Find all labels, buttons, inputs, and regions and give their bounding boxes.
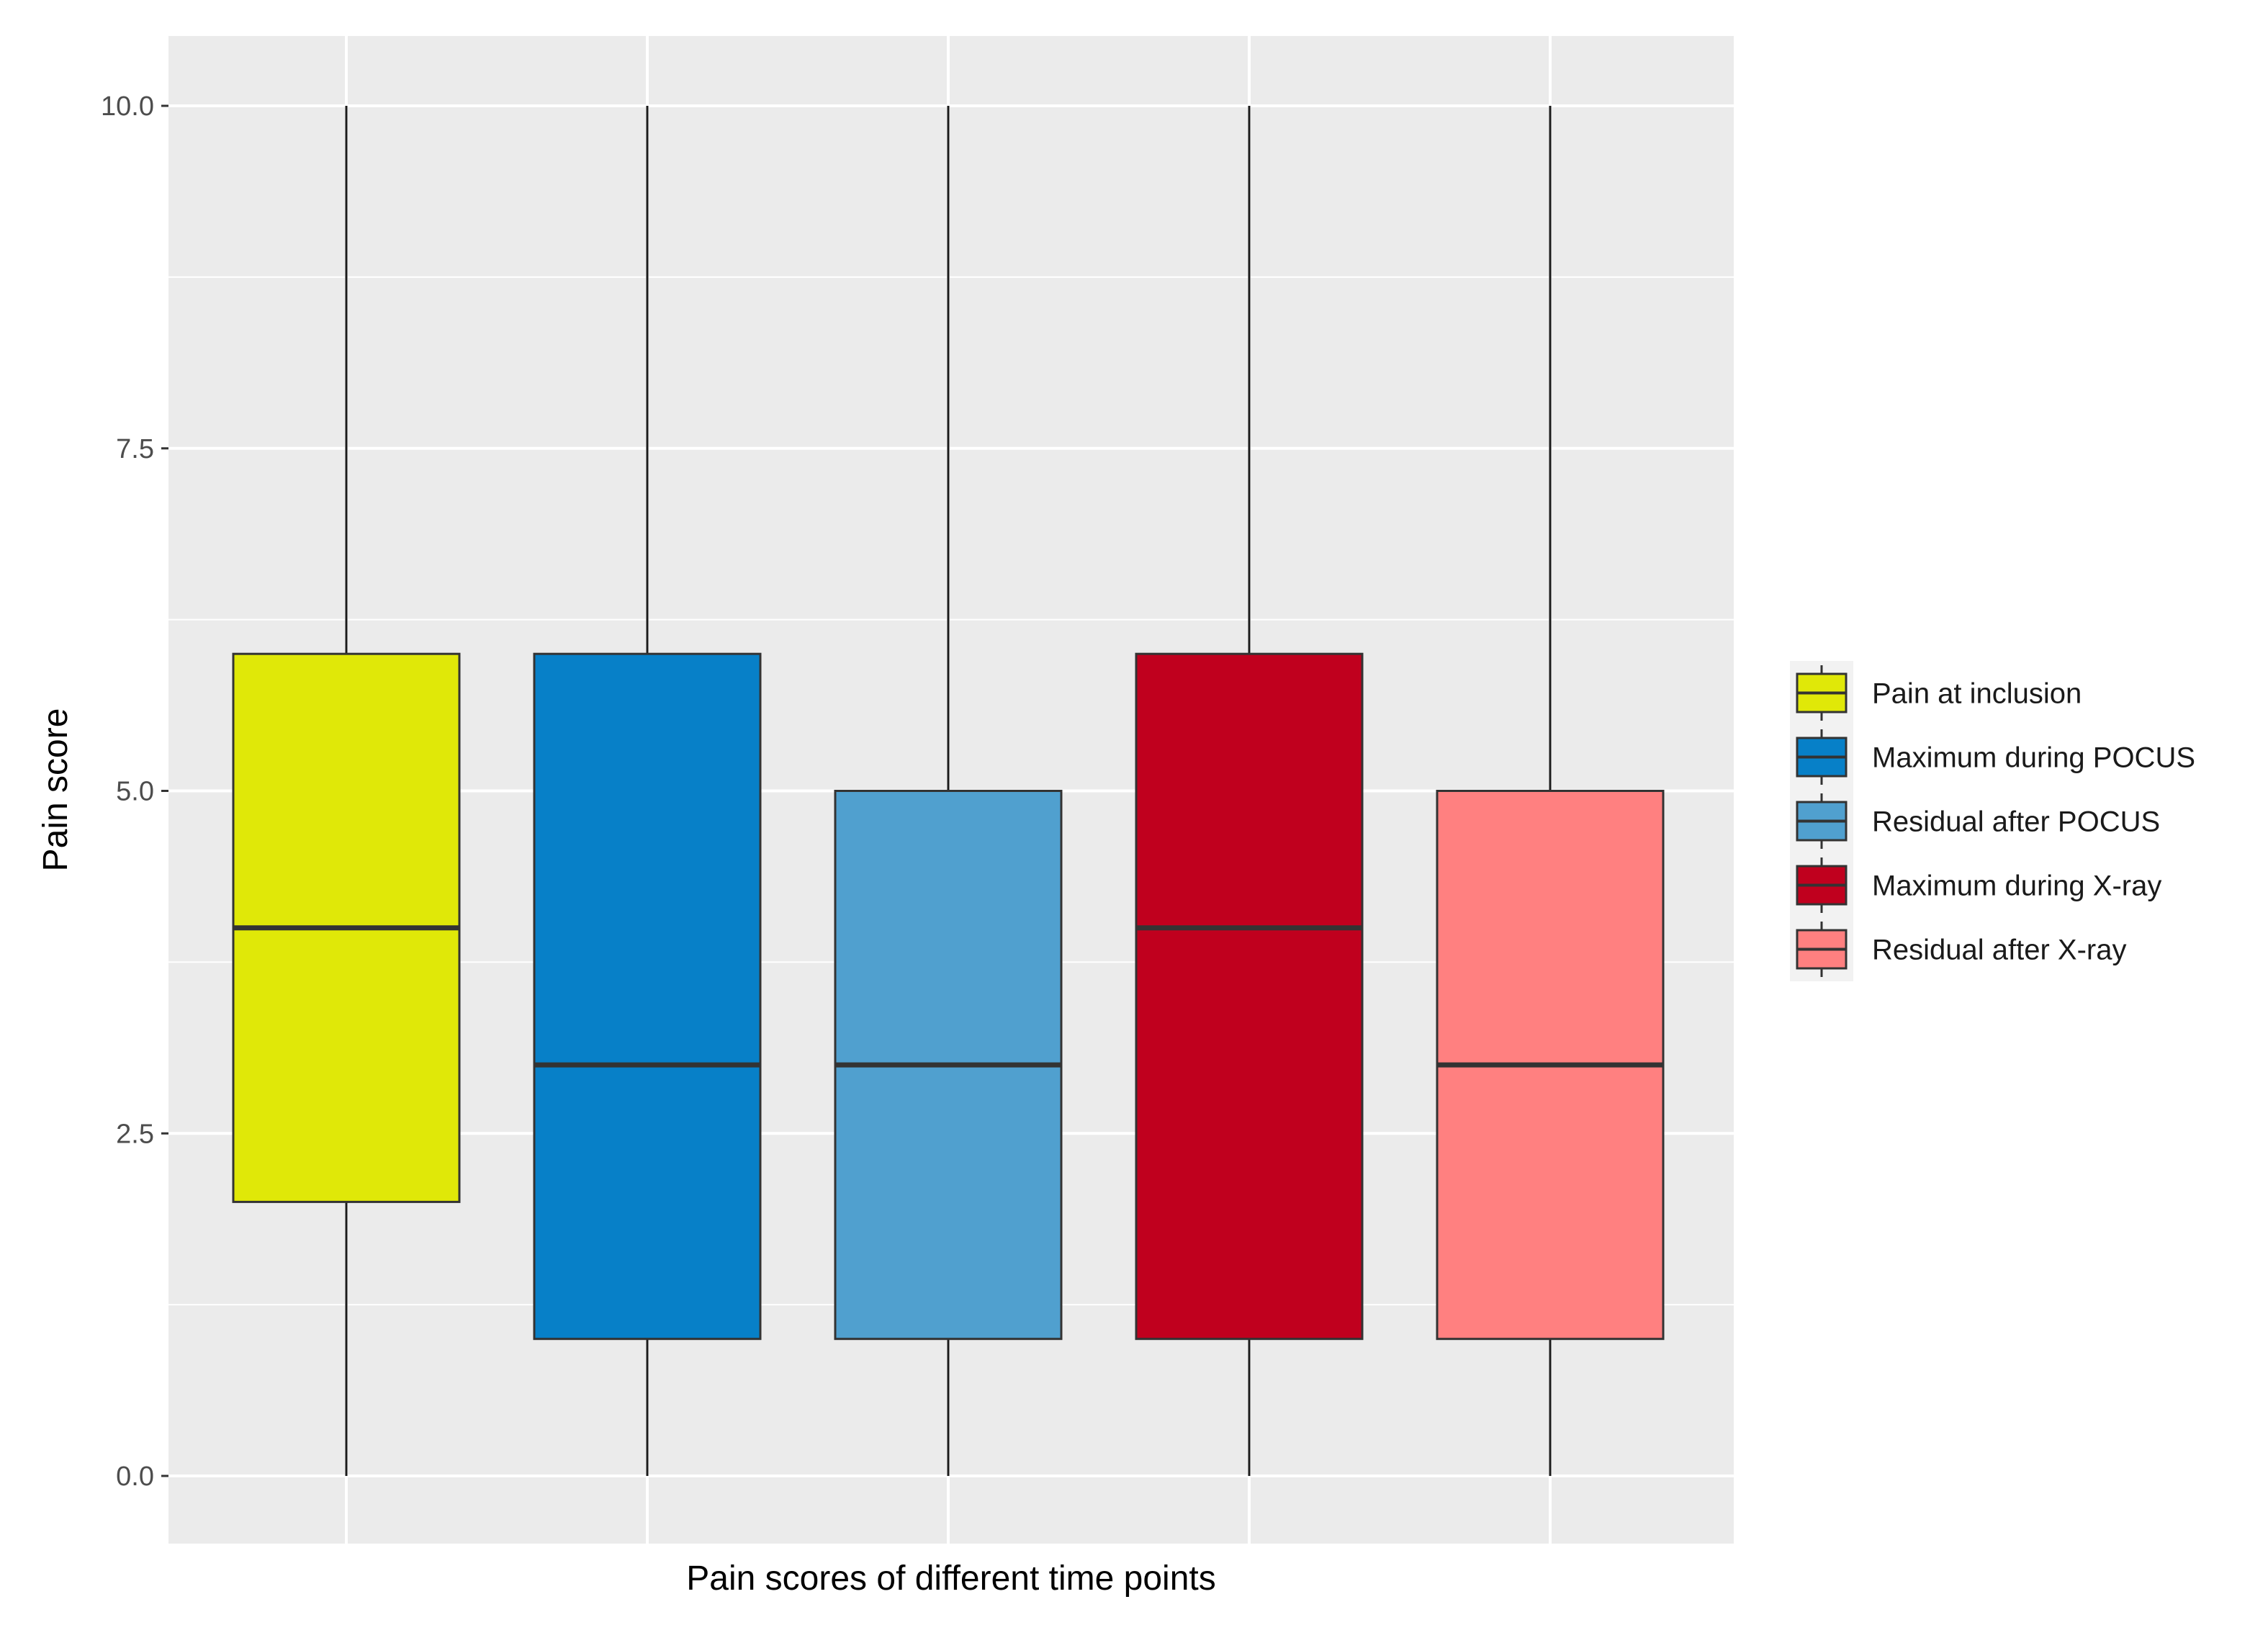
y-tick-label: 10.0 [101, 91, 154, 122]
legend-label: Maximum during POCUS [1872, 742, 2195, 774]
y-tick-label: 7.5 [116, 434, 154, 464]
y-tick-label: 2.5 [116, 1119, 154, 1149]
y-tick-label: 5.0 [116, 777, 154, 807]
y-axis-title: Pain score [37, 708, 75, 872]
legend-label: Residual after X-ray [1872, 935, 2126, 966]
legend-label: Pain at inclusion [1872, 678, 2082, 710]
box-iqr [533, 652, 762, 1341]
x-axis-title: Pain scores of different time points [686, 1559, 1216, 1598]
legend-label: Residual after POCUS [1872, 806, 2160, 838]
legend-label: Maximum during X-ray [1872, 870, 2161, 902]
box-iqr [1135, 652, 1364, 1341]
box-layer [232, 106, 1665, 1476]
y-axis-ticks: 0.0 2.5 5.0 7.5 10.0 [101, 91, 168, 1492]
legend: Pain at inclusion Maximum during POCUS Res… [1790, 661, 2195, 981]
y-tick-label: 0.0 [116, 1462, 154, 1492]
